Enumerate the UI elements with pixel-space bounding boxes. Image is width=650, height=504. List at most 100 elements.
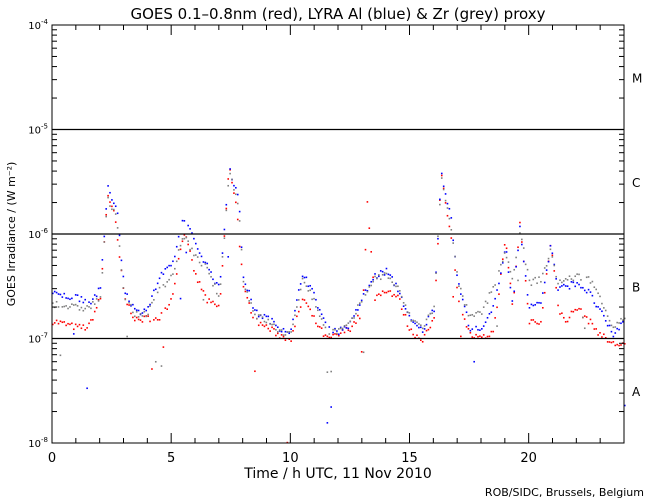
data-point-lyra-zr-proxy: [71, 303, 73, 305]
data-point-goes-0-1-0-8nm: [261, 324, 264, 326]
data-point-goes-0-1-0-8nm: [322, 335, 325, 337]
data-point-lyra-al-proxy: [477, 328, 479, 331]
data-point-lyra-zr-proxy: [214, 283, 216, 285]
data-point-lyra-al-proxy: [362, 293, 365, 295]
data-point-lyra-zr-proxy: [397, 285, 399, 288]
data-point-goes-0-1-0-8nm: [439, 199, 441, 201]
data-point-lyra-al-proxy: [187, 224, 189, 227]
data-point-lyra-zr-proxy: [338, 328, 340, 330]
data-point-lyra-zr-proxy: [128, 301, 130, 304]
data-point-goes-0-1-0-8nm: [113, 209, 115, 212]
data-point-goes-0-1-0-8nm: [461, 313, 464, 316]
data-point-goes-0-1-0-8nm: [63, 321, 66, 323]
data-point-lyra-al-proxy: [118, 234, 121, 237]
data-point-lyra-al-proxy: [280, 330, 283, 333]
data-point-goes-0-1-0-8nm: [482, 334, 485, 336]
data-point-lyra-zr-proxy: [477, 310, 479, 313]
data-point-lyra-al-proxy: [414, 322, 416, 325]
data-point-goes-0-1-0-8nm: [387, 290, 390, 293]
data-point-goes-0-1-0-8nm: [95, 306, 98, 309]
data-point-lyra-zr-proxy: [240, 248, 243, 251]
data-point-lyra-zr-proxy: [507, 261, 510, 263]
data-point-lyra-al-proxy: [124, 292, 127, 295]
data-point-lyra-zr-proxy: [193, 254, 195, 257]
data-point-lyra-zr-proxy: [149, 305, 151, 307]
data-point-lyra-zr-proxy: [196, 256, 199, 258]
data-point-lyra-al-proxy: [452, 239, 454, 242]
data-point-goes-0-1-0-8nm: [494, 317, 496, 319]
data-point-goes-0-1-0-8nm: [236, 218, 239, 221]
data-point-lyra-al-proxy: [233, 184, 235, 187]
data-point-lyra-al-proxy: [553, 263, 556, 266]
data-point-lyra-zr-proxy: [536, 282, 538, 285]
data-point-lyra-al-proxy: [458, 283, 460, 285]
data-point-lyra-al-proxy: [88, 301, 90, 303]
data-point-lyra-zr-proxy: [254, 313, 256, 316]
data-point-lyra-al-proxy: [591, 294, 594, 297]
data-point-goes-0-1-0-8nm: [580, 308, 582, 310]
data-point-goes-0-1-0-8nm: [219, 293, 222, 295]
data-point-lyra-al-proxy: [374, 273, 376, 275]
data-point-lyra-al-proxy: [585, 291, 588, 294]
data-point-lyra-zr-proxy: [215, 292, 218, 295]
data-point-lyra-zr-proxy: [410, 320, 413, 322]
data-point-goes-0-1-0-8nm: [442, 187, 445, 190]
data-point-lyra-zr-proxy: [185, 236, 188, 239]
data-point-lyra-al-proxy: [109, 191, 111, 194]
data-point-lyra-al-proxy: [82, 301, 85, 304]
data-point-lyra-al-proxy: [357, 309, 359, 311]
data-point-lyra-al-proxy: [536, 301, 538, 304]
data-point-lyra-al-proxy: [490, 311, 493, 314]
data-point-lyra-al-proxy: [267, 315, 270, 318]
data-point-goes-0-1-0-8nm: [435, 279, 437, 282]
data-point-lyra-zr-proxy: [368, 286, 371, 288]
data-point-lyra-al-proxy: [496, 289, 498, 291]
data-point-lyra-zr-proxy: [284, 334, 287, 336]
data-point-lyra-zr-proxy: [330, 370, 332, 373]
data-point-lyra-zr-proxy: [440, 177, 443, 179]
data-point-lyra-zr-proxy: [400, 295, 403, 298]
data-point-goes-0-1-0-8nm: [92, 319, 94, 321]
data-point-goes-0-1-0-8nm: [151, 368, 153, 370]
data-point-lyra-al-proxy: [534, 304, 536, 306]
data-point-lyra-zr-proxy: [168, 278, 170, 281]
data-point-goes-0-1-0-8nm: [153, 319, 155, 321]
data-point-goes-0-1-0-8nm: [501, 258, 504, 260]
data-point-goes-0-1-0-8nm: [358, 317, 361, 320]
data-point-lyra-al-proxy: [389, 274, 392, 276]
data-point-goes-0-1-0-8nm: [315, 322, 317, 325]
data-point-goes-0-1-0-8nm: [393, 293, 395, 296]
data-point-goes-0-1-0-8nm: [419, 339, 422, 342]
data-point-lyra-zr-proxy: [534, 276, 536, 279]
data-point-goes-0-1-0-8nm: [389, 290, 392, 292]
data-point-lyra-zr-proxy: [549, 248, 552, 251]
data-point-lyra-zr-proxy: [343, 324, 346, 327]
x-tick-label: 15: [401, 451, 418, 466]
data-point-lyra-al-proxy: [574, 285, 577, 288]
data-point-goes-0-1-0-8nm: [65, 324, 67, 327]
data-point-lyra-zr-proxy: [52, 302, 54, 304]
data-point-goes-0-1-0-8nm: [385, 291, 388, 294]
data-point-goes-0-1-0-8nm: [320, 327, 323, 330]
data-point-lyra-zr-proxy: [290, 331, 292, 333]
data-point-lyra-al-proxy: [172, 260, 174, 263]
data-point-lyra-al-proxy: [164, 268, 167, 270]
data-point-lyra-zr-proxy: [521, 238, 523, 241]
data-point-lyra-zr-proxy: [88, 306, 90, 308]
data-point-lyra-al-proxy: [294, 309, 296, 312]
data-point-lyra-zr-proxy: [444, 199, 447, 202]
data-point-lyra-al-proxy: [343, 325, 346, 328]
data-point-lyra-zr-proxy: [242, 280, 245, 283]
data-point-lyra-al-proxy: [528, 307, 531, 309]
data-point-lyra-al-proxy: [162, 273, 165, 275]
data-point-lyra-zr-proxy: [582, 316, 584, 319]
data-point-lyra-al-proxy: [246, 289, 249, 292]
data-point-lyra-zr-proxy: [324, 326, 327, 329]
data-point-lyra-al-proxy: [622, 321, 624, 323]
data-point-lyra-al-proxy: [113, 202, 115, 205]
data-point-lyra-al-proxy: [168, 264, 170, 267]
data-point-lyra-al-proxy: [221, 252, 224, 254]
data-point-goes-0-1-0-8nm: [292, 329, 294, 332]
data-point-goes-0-1-0-8nm: [183, 234, 186, 236]
data-point-lyra-zr-proxy: [223, 237, 226, 240]
